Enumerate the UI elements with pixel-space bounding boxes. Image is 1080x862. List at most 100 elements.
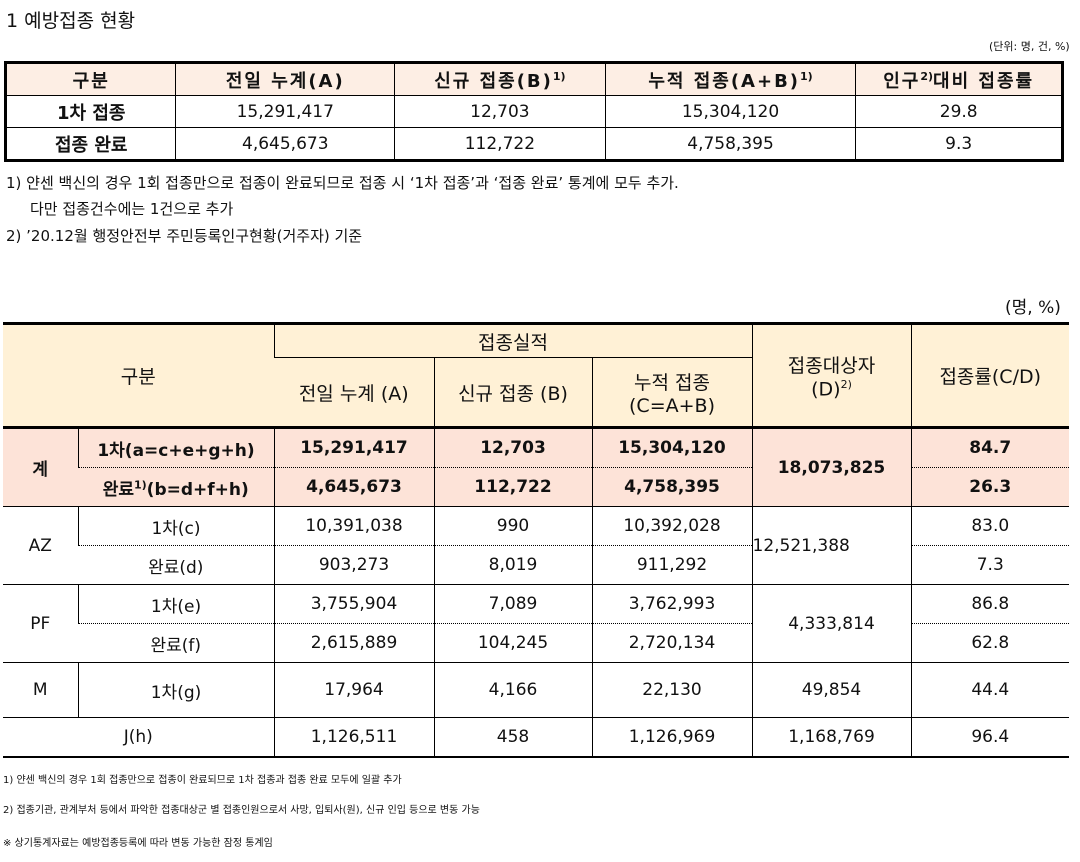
- note-2: 2) ’20.12월 행정안전부 주민등록인구현황(거주자) 기준: [6, 227, 363, 245]
- header-target: 접종대상자 (D)2): [751, 323, 911, 429]
- header-cum: 누적 접종 (C=A+B): [591, 357, 752, 429]
- detail-header-row-2: 전일 누계 (A) 신규 접종 (B) 누적 접종 (C=A+B): [3, 357, 1069, 429]
- header-cum-sup: 1): [800, 69, 813, 83]
- table-row: 완료1)(b=d+f+h) 4,645,673 112,722 4,758,39…: [3, 467, 1069, 507]
- cell-new: 458: [433, 717, 592, 757]
- summary-table: 구분 전일 누계(A) 신규 접종(B)1) 누적 접종(A+B)1) 인구2)…: [4, 61, 1064, 162]
- table-row: 계 1차(a=c+e+g+h) 15,291,417 12,703 15,304…: [3, 427, 1069, 507]
- header-target-d: (D)2): [753, 378, 911, 400]
- page-title: 1 예방접종 현황: [6, 10, 136, 32]
- cell-cum: 911,292: [591, 545, 752, 585]
- cell-prev: 903,273: [273, 545, 434, 585]
- table-row: 1차 접종 15,291,417 12,703 15,304,120 29.8: [4, 95, 1063, 128]
- cell-new: 112,722: [433, 467, 592, 507]
- cell-prev: 10,391,038: [273, 506, 434, 546]
- header-category: 구분: [3, 323, 274, 429]
- cell-cum: 4,758,395: [591, 467, 752, 507]
- cell-target: 49,854: [751, 662, 911, 718]
- footnote-3: ※ 상기통계자료는 예방접종등록에 따라 변동 가능한 잠정 통계임: [3, 838, 273, 849]
- summary-header-row: 구분 전일 누계(A) 신규 접종(B)1) 누적 접종(A+B)1) 인구2)…: [4, 62, 1063, 96]
- cell-new: 12,703: [433, 427, 592, 468]
- table-row: 완료(d) 903,273 8,019 911,292 7.3: [3, 545, 1069, 585]
- sub-label: 1차(e): [77, 584, 274, 624]
- header-target-d-text: (D): [811, 378, 841, 401]
- header-category: 구분: [4, 62, 177, 96]
- group-label-m: M: [3, 662, 78, 718]
- header-cum-label: 누적 접종(A+B): [648, 70, 801, 92]
- header-cum-formula: (C=A+B): [629, 394, 715, 417]
- cell-cum: 3,762,993: [591, 584, 752, 624]
- header-rate-sup: 2): [920, 69, 934, 83]
- header-new-sup: 1): [552, 69, 566, 83]
- table-row: 완료(f) 2,615,889 104,245 2,720,134 62.8: [3, 623, 1069, 663]
- table-row: AZ 1차(c) 10,391,038 990 10,392,028 12,52…: [3, 506, 1069, 585]
- cell-cum: 15,304,120: [591, 427, 752, 468]
- row-label: 1차 접종: [4, 95, 177, 128]
- footnote-1: 1) 얀센 백신의 경우 1회 접종만으로 접종이 완료되므로 1차 접종과 접…: [3, 775, 402, 786]
- cell-cum: 15,304,120: [604, 95, 857, 128]
- cell-prev: 4,645,673: [175, 127, 396, 161]
- cell-rate: 29.8: [855, 95, 1063, 128]
- cell-prev: 3,755,904: [273, 584, 434, 624]
- header-new-label: 신규 접종(B): [434, 70, 553, 92]
- cell-target: 4,333,814: [751, 584, 911, 663]
- cell-cum: 4,758,395: [604, 127, 857, 161]
- header-rate: 접종률(C/D): [910, 323, 1069, 429]
- cell-cum: 22,130: [591, 662, 752, 718]
- sub-label: 1차(a=c+e+g+h): [77, 427, 274, 468]
- header-rate-label: 대비 접종률: [933, 70, 1035, 92]
- group-label-j: J(h): [123, 727, 153, 747]
- detail-table: 구분 접종실적 접종대상자 (D)2) 접종률(C/D) 전일 누계 (A) 신규…: [3, 322, 1069, 758]
- group-label-pf: PF: [3, 584, 78, 663]
- cell-prev: 4,645,673: [273, 467, 434, 507]
- group-label-total: 계: [3, 427, 78, 507]
- sub-label: 완료(d): [78, 545, 274, 585]
- header-target-label: 접종대상자: [787, 354, 876, 377]
- cell-new: 112,722: [394, 127, 606, 161]
- cell-new: 4,166: [433, 662, 592, 718]
- sub-label-b: (b=d+f+h): [146, 479, 249, 500]
- cell-cum: 2,720,134: [591, 623, 752, 663]
- cell-rate: 62.8: [910, 623, 1069, 663]
- sub-label-sup: 1): [133, 477, 147, 491]
- cell-new: 8,019: [433, 545, 592, 585]
- table-row: M 1차(g) 17,964 4,166 22,130 49,854 44.4: [3, 662, 1069, 718]
- header-rate: 인구2)대비 접종률: [855, 62, 1063, 96]
- detail-header-row: 구분 접종실적 접종대상자 (D)2) 접종률(C/D): [3, 323, 1069, 429]
- cell-target: 12,521,388: [751, 506, 911, 585]
- cell-rate: 84.7: [910, 427, 1069, 468]
- cell-rate: 83.0: [910, 506, 1069, 546]
- table-row: 접종 완료 4,645,673 112,722 4,758,395 9.3: [4, 127, 1063, 161]
- cell-rate: 9.3: [855, 127, 1063, 161]
- cell-rate: 96.4: [910, 717, 1069, 757]
- cell-prev: 17,964: [273, 662, 434, 718]
- cell-target: 18,073,825: [751, 427, 911, 507]
- sub-label: 1차(c): [77, 506, 274, 546]
- cell-rate: 26.3: [910, 467, 1069, 507]
- sub-label: 완료1)(b=d+f+h): [78, 467, 274, 507]
- header-prev: 전일 누계(A): [175, 62, 396, 96]
- note-1: 1) 얀센 백신의 경우 1회 접종만으로 접종이 완료되므로 접종 시 ‘1차…: [6, 174, 679, 192]
- cell-new: 7,089: [433, 584, 592, 624]
- group-label-az: AZ: [3, 506, 78, 585]
- sub-label: 완료(f): [78, 623, 274, 663]
- cell-cum: 1,126,969: [591, 717, 752, 757]
- cell-new: 104,245: [433, 623, 592, 663]
- sub-label: 1차(g): [77, 662, 274, 718]
- row-label: 접종 완료: [4, 127, 177, 161]
- cell-prev: 15,291,417: [273, 427, 434, 468]
- unit-label: (단위: 명, 건, %): [989, 40, 1070, 53]
- header-new: 신규 접종 (B): [433, 357, 592, 429]
- cell-new: 12,703: [394, 95, 606, 128]
- sub-label-a: 완료: [102, 479, 134, 500]
- footnote-2: 2) 접종기관, 관계부처 등에서 파악한 접종대상군 별 접종인원으로서 사망…: [3, 805, 480, 816]
- note-1-cont: 다만 접종건수에는 1건으로 추가: [30, 200, 234, 218]
- cell-rate: 86.8: [910, 584, 1069, 624]
- cell-cum: 10,392,028: [591, 506, 752, 546]
- cell-prev: 2,615,889: [273, 623, 434, 663]
- cell-rate: 7.3: [910, 545, 1069, 585]
- cell-prev: 15,291,417: [175, 95, 396, 128]
- cell-rate: 44.4: [910, 662, 1069, 718]
- header-prev: 전일 누계 (A): [274, 357, 434, 429]
- header-new: 신규 접종(B)1): [394, 62, 606, 96]
